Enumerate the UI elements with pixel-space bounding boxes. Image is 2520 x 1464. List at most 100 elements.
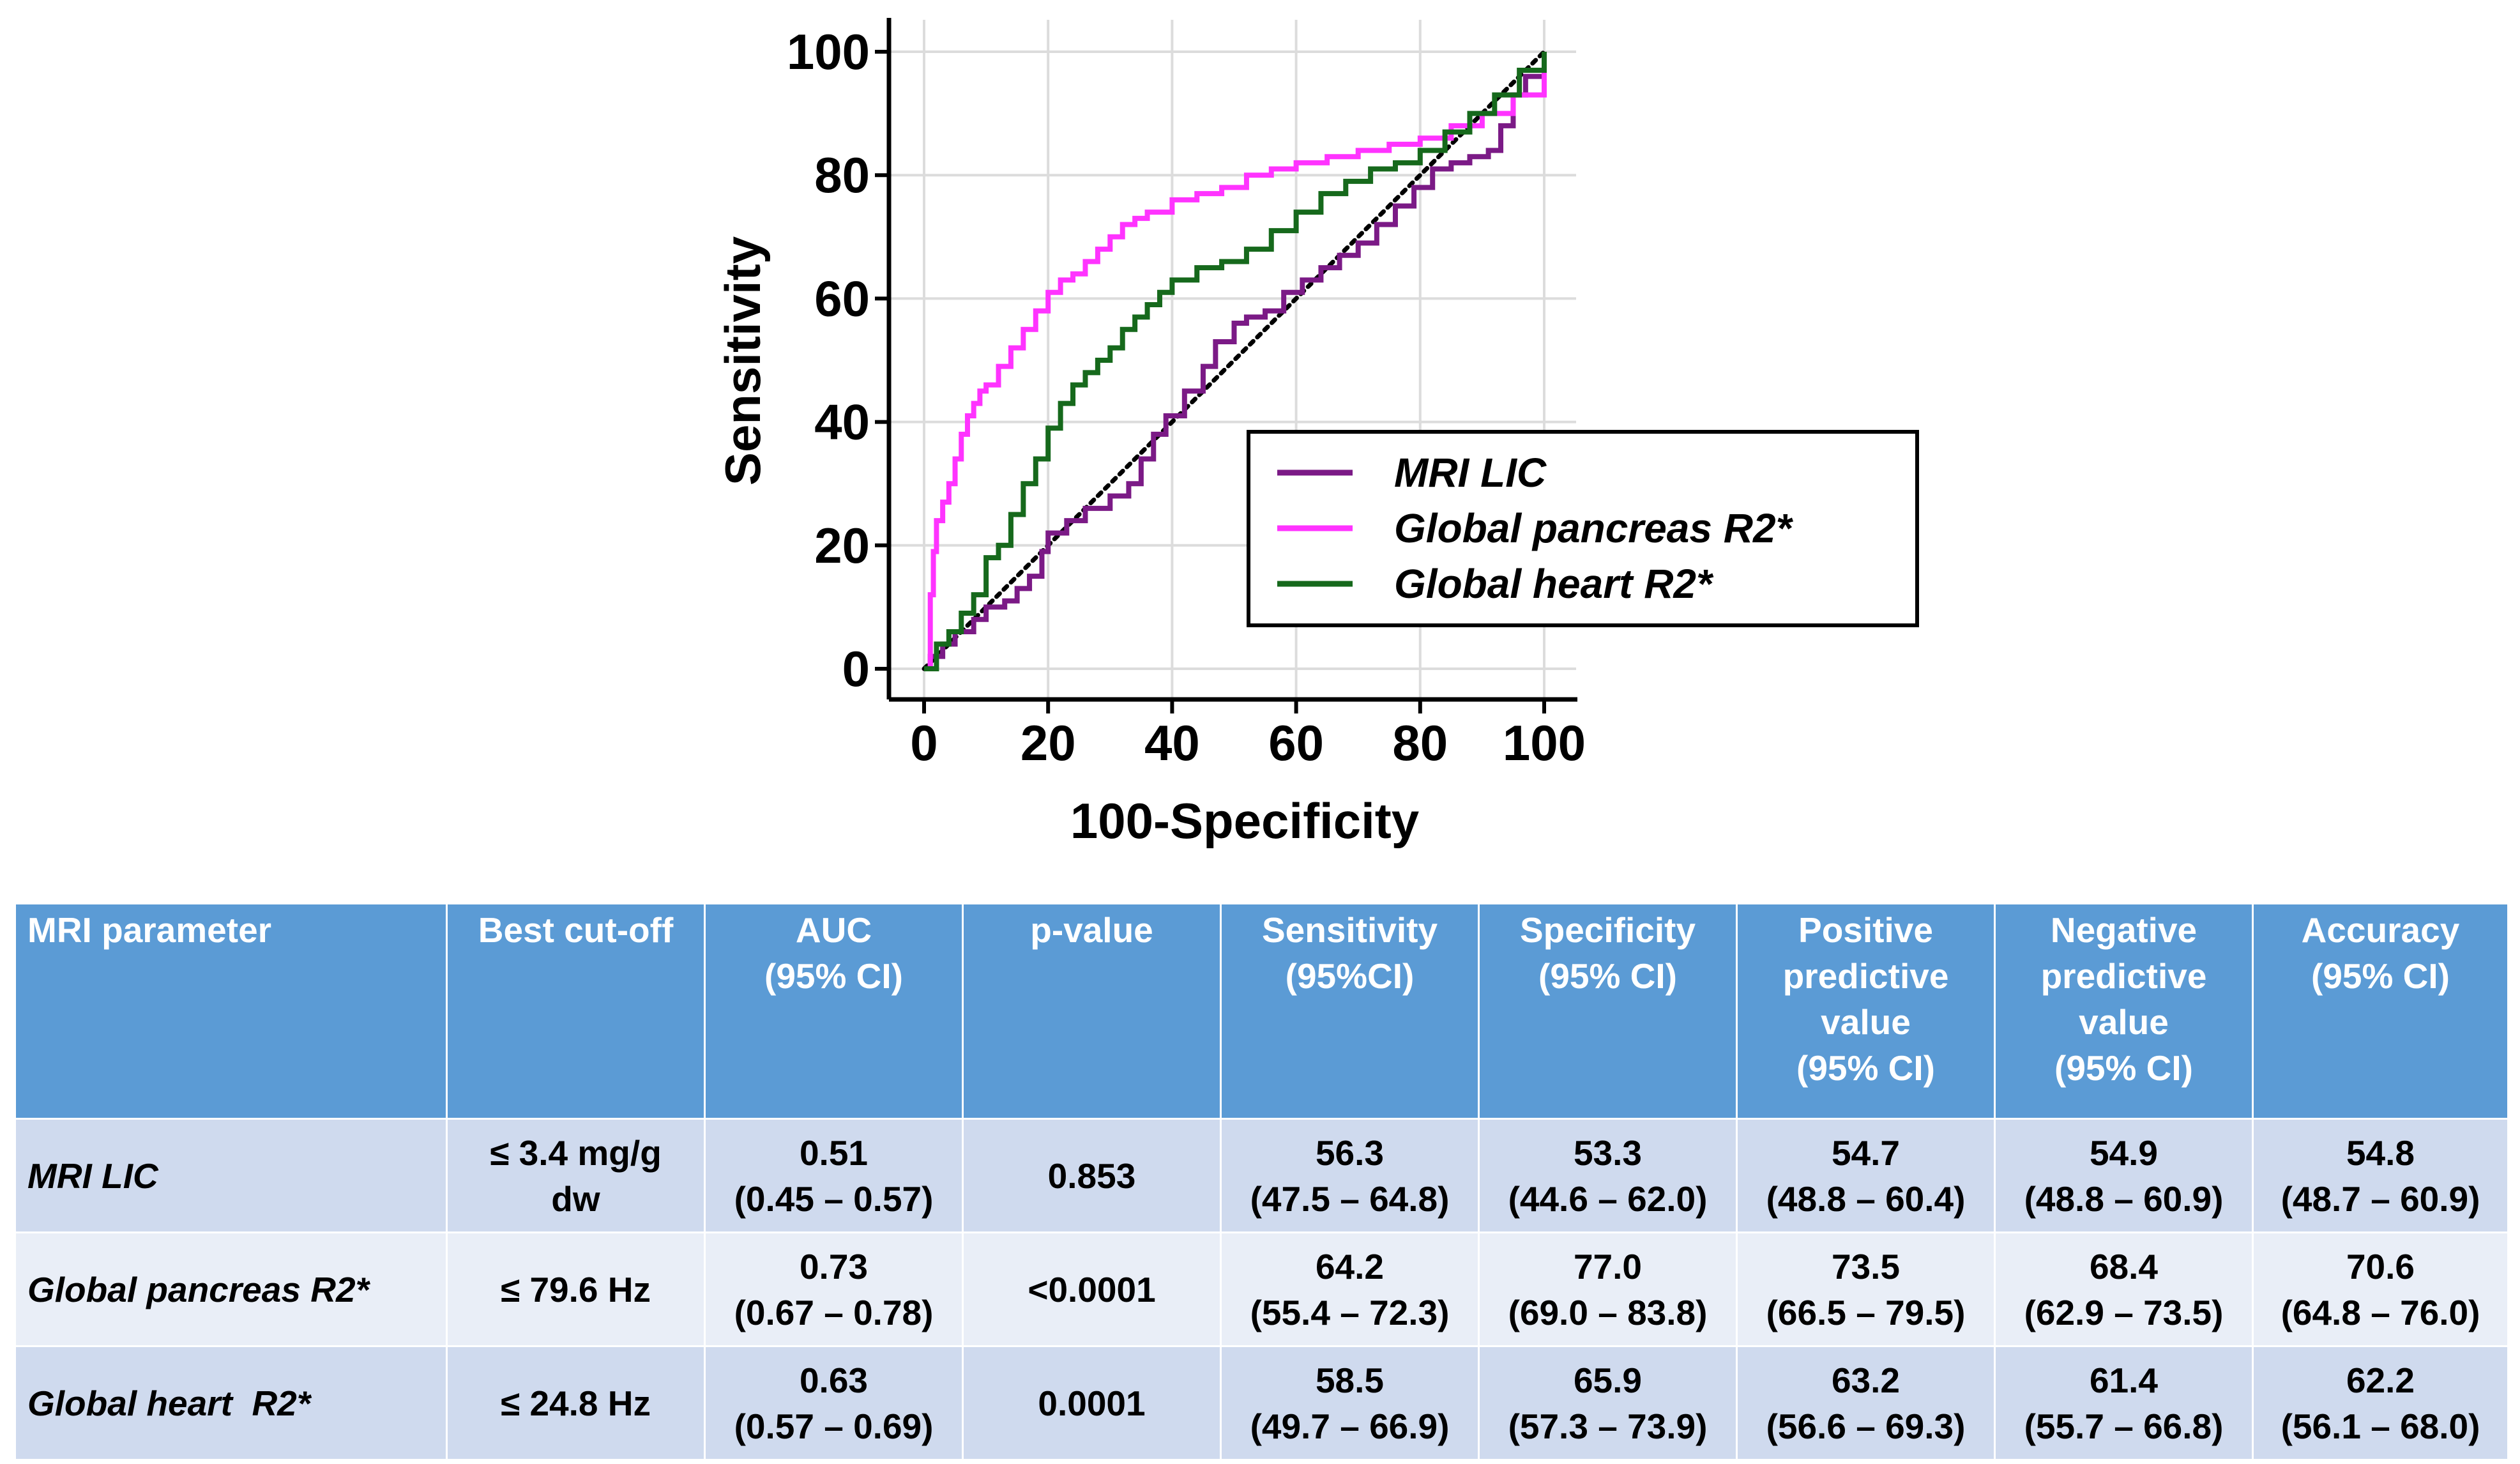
reference-layer bbox=[922, 49, 1547, 671]
table-cell: ≤ 24.8 Hz bbox=[446, 1345, 706, 1461]
cell-text: (56.1 – 68.0) bbox=[2281, 1406, 2480, 1446]
x-axis-title: 100-Specificity bbox=[1070, 793, 1419, 849]
header-cell-text: Best cut-off bbox=[478, 910, 674, 950]
table-cell: 70.6 (64.8 – 76.0) bbox=[2252, 1231, 2509, 1347]
cell-text: 0.853 bbox=[1047, 1155, 1136, 1196]
cell-text: 56.3 bbox=[1315, 1132, 1385, 1173]
table-cell: 0.0001 bbox=[962, 1345, 1222, 1461]
cell-text: ≤ 24.8 Hz bbox=[500, 1383, 651, 1423]
cell-text: (64.8 – 76.0) bbox=[2281, 1292, 2480, 1332]
table-cell: 73.5 (66.5 – 79.5) bbox=[1736, 1231, 1996, 1347]
cell-text: (44.6 – 62.0) bbox=[1508, 1178, 1708, 1219]
row-label-cell: Global heart R2* bbox=[14, 1345, 448, 1461]
table-cell: 61.4 (55.7 – 66.8) bbox=[1994, 1345, 2254, 1461]
cell-text: 61.4 bbox=[2089, 1360, 2159, 1400]
cell-text: 62.2 bbox=[2346, 1360, 2415, 1400]
cell-text: Global heart R2* bbox=[27, 1383, 311, 1423]
header-cell-text: Negative bbox=[2050, 910, 2197, 950]
cell-text: 53.3 bbox=[1573, 1132, 1643, 1173]
roc-chart: 0 20 40 60 80 100 0 20 40 60 80 100 100-Specificity S… bbox=[715, 18, 1919, 849]
header-cell-text: value bbox=[1821, 1002, 1911, 1042]
header-cell: Accuracy (95% CI) bbox=[2252, 903, 2509, 1120]
legend: MRI LIC Global pancreas R2* Global heart R… bbox=[1247, 430, 1919, 627]
cell-text: (56.6 – 69.3) bbox=[1766, 1406, 1966, 1446]
cell-text: Global pancreas R2* bbox=[27, 1269, 369, 1309]
cell-text: 77.0 bbox=[1573, 1246, 1643, 1286]
cell-text: ≤ 3.4 mg/g bbox=[490, 1132, 662, 1173]
header-row: MRI parameter Best cut-off AUC (95% CI) p-va… bbox=[14, 903, 2509, 1120]
cell-text: 0.63 bbox=[799, 1360, 869, 1400]
cell-text: (0.45 – 0.57) bbox=[734, 1178, 934, 1219]
cell-text: (47.5 – 64.8) bbox=[1250, 1178, 1450, 1219]
x-tick-label-5: 100 bbox=[1503, 715, 1586, 771]
table-cell: 0.853 bbox=[962, 1118, 1222, 1233]
header-cell-text: Sensitivity bbox=[1261, 910, 1438, 950]
header-cell: Best cut-off bbox=[446, 903, 706, 1120]
cell-text: 64.2 bbox=[1315, 1246, 1385, 1286]
header-cell-text: p-value bbox=[1030, 910, 1153, 950]
cell-text: 54.9 bbox=[2089, 1132, 2159, 1173]
x-tick-label-2: 40 bbox=[1144, 715, 1200, 771]
cell-text: ≤ 79.6 Hz bbox=[500, 1269, 651, 1309]
axes-layer bbox=[875, 18, 1577, 713]
row-label-cell: Global pancreas R2* bbox=[14, 1231, 448, 1347]
cell-text: (0.67 – 0.78) bbox=[734, 1292, 934, 1332]
table-row: MRI LIC ≤ 3.4 mg/g dw 0.51 (0.45 – 0.57) 0.85… bbox=[14, 1118, 2509, 1233]
cell-text: (48.8 – 60.9) bbox=[2024, 1178, 2224, 1219]
legend-label-global-pancreas-r2: Global pancreas R2* bbox=[1394, 505, 1794, 551]
table-cell: 62.2 (56.1 – 68.0) bbox=[2252, 1345, 2509, 1461]
table-cell: 58.5 (49.7 – 66.9) bbox=[1220, 1345, 1480, 1461]
table-cell: 54.8 (48.7 – 60.9) bbox=[2252, 1118, 2509, 1233]
y-axis-title: Sensitivity bbox=[715, 236, 771, 485]
header-cell-text: (95% CI) bbox=[1796, 1048, 1935, 1088]
table-cell: 0.73 (0.67 – 0.78) bbox=[704, 1231, 964, 1347]
cell-text: 73.5 bbox=[1831, 1246, 1901, 1286]
cell-text: 0.73 bbox=[799, 1246, 869, 1286]
results-table: MRI parameter Best cut-off AUC (95% CI) p-va… bbox=[14, 903, 2509, 1461]
header-cell: Sensitivity (95%CI) bbox=[1220, 903, 1480, 1120]
header-cell-text: (95% CI) bbox=[1538, 956, 1677, 996]
x-tick-label-3: 60 bbox=[1268, 715, 1324, 771]
header-cell-text: (95% CI) bbox=[2311, 956, 2450, 996]
table-cell: 54.7 (48.8 – 60.4) bbox=[1736, 1118, 1996, 1233]
table-cell: 53.3 (44.6 – 62.0) bbox=[1478, 1118, 1738, 1233]
header-cell-text: (95% CI) bbox=[764, 956, 903, 996]
header-cell: Negative predictive value (95% CI) bbox=[1994, 903, 2254, 1120]
cell-text: 68.4 bbox=[2089, 1246, 2159, 1286]
cell-text: (69.0 – 83.8) bbox=[1508, 1292, 1708, 1332]
cell-text: dw bbox=[551, 1178, 600, 1219]
x-tick-label-1: 20 bbox=[1021, 715, 1076, 771]
table-cell: 56.3 (47.5 – 64.8) bbox=[1220, 1118, 1480, 1233]
y-tick-label-5: 100 bbox=[787, 24, 870, 80]
cell-text: 0.51 bbox=[799, 1132, 869, 1173]
x-tick-label-4: 80 bbox=[1392, 715, 1448, 771]
header-cell-text: (95% CI) bbox=[2054, 1048, 2193, 1088]
table-cell: ≤ 3.4 mg/g dw bbox=[446, 1118, 706, 1233]
legend-box bbox=[1247, 430, 1919, 627]
y-tick-label-4: 80 bbox=[814, 147, 870, 203]
cell-text: 70.6 bbox=[2346, 1246, 2415, 1286]
table-cell: 0.51 (0.45 – 0.57) bbox=[704, 1118, 964, 1233]
y-tick-label-2: 40 bbox=[814, 394, 870, 450]
legend-label-global-heart-r2: Global heart R2* bbox=[1394, 561, 1714, 607]
row-label-cell: MRI LIC bbox=[14, 1118, 448, 1233]
cell-text: (0.57 – 0.69) bbox=[734, 1406, 934, 1446]
y-tick-label-3: 60 bbox=[814, 270, 870, 326]
header-cell: MRI parameter bbox=[14, 903, 448, 1120]
cell-text: 58.5 bbox=[1315, 1360, 1385, 1400]
header-cell-text: Accuracy bbox=[2301, 910, 2460, 950]
table-cell: ≤ 79.6 Hz bbox=[446, 1231, 706, 1347]
series-line-mri-lic bbox=[924, 64, 1547, 671]
cell-text: (66.5 – 79.5) bbox=[1766, 1292, 1966, 1332]
table-cell: 68.4 (62.9 – 73.5) bbox=[1994, 1231, 2254, 1347]
chance-reference-line bbox=[922, 49, 1547, 671]
series-line-global-pancreas-r2 bbox=[924, 64, 1547, 671]
cell-text: (48.8 – 60.4) bbox=[1766, 1178, 1966, 1219]
cell-text: (62.9 – 73.5) bbox=[2024, 1292, 2224, 1332]
table-row: Global pancreas R2* ≤ 79.6 Hz 0.73 (0.67 – … bbox=[14, 1231, 2509, 1347]
header-cell-text: AUC bbox=[795, 910, 872, 950]
cell-text: MRI LIC bbox=[27, 1155, 158, 1196]
table-cell: 54.9 (48.8 – 60.9) bbox=[1994, 1118, 2254, 1233]
cell-text: (55.4 – 72.3) bbox=[1250, 1292, 1450, 1332]
cell-text: 54.7 bbox=[1831, 1132, 1901, 1173]
